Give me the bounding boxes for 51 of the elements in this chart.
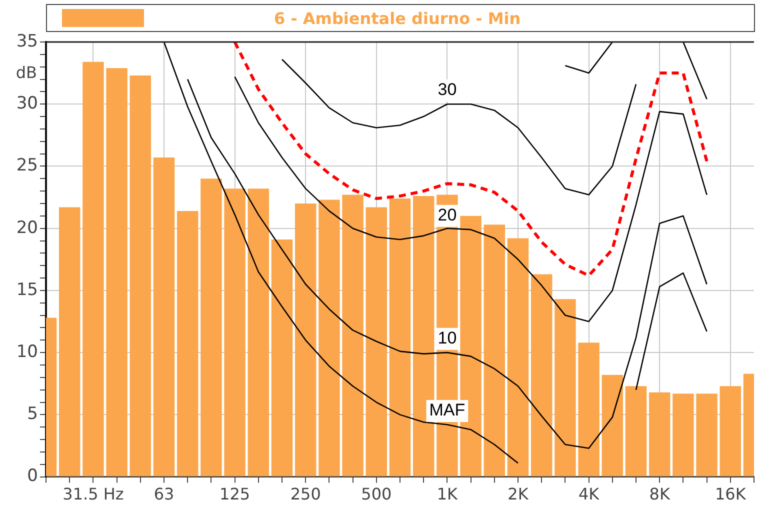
y-tick-label: 20: [16, 218, 38, 238]
bar: [554, 299, 576, 476]
bar: [271, 240, 293, 476]
bar: [672, 394, 694, 476]
annotation: 10: [438, 328, 457, 348]
annotation: MAF: [429, 400, 466, 420]
y-tick-label: 10: [16, 342, 38, 362]
bar: [248, 188, 270, 476]
y-tick-label: 5: [27, 404, 38, 424]
bar: [130, 76, 152, 476]
x-tick-label: 8K: [649, 484, 670, 504]
bar: [224, 188, 246, 476]
x-tick-label: 31.5 Hz: [62, 484, 124, 504]
x-tick-label: 63: [154, 484, 174, 504]
x-tick-label: 1K: [436, 484, 458, 504]
bar: [366, 207, 388, 476]
annotation: 20: [438, 206, 457, 225]
bar: [153, 158, 175, 476]
y-axis-title: dB: [16, 63, 37, 82]
x-tick-label: 500: [361, 484, 392, 504]
x-tick-label: 2K: [508, 484, 529, 504]
bar: [507, 238, 529, 476]
line-series: [233, 42, 708, 278]
y-tick-label: 15: [16, 280, 38, 300]
y-tick-label: 25: [16, 156, 38, 176]
legend-frame: 6 - Ambientale diurno - Min: [46, 4, 755, 32]
bar: [602, 374, 624, 476]
y-tick-label: 30: [16, 94, 38, 114]
bar: [720, 386, 742, 476]
bar: [82, 62, 104, 476]
bar: [294, 203, 316, 476]
bar: [342, 194, 364, 476]
annotation: 30: [438, 80, 457, 100]
bar: [484, 224, 506, 476]
bar: [58, 207, 80, 476]
bar: [318, 200, 340, 476]
y-tick-label: 35: [16, 31, 38, 52]
x-tick-label: 250: [290, 484, 321, 504]
bar: [696, 394, 718, 476]
bar: [106, 68, 128, 476]
x-tick-label: 16K: [714, 484, 746, 504]
bar: [530, 274, 552, 476]
bar: [176, 210, 198, 476]
y-tick-label: 0: [27, 466, 38, 486]
bar: [578, 342, 600, 476]
bar: [389, 198, 411, 476]
bar: [200, 178, 222, 476]
bar: [625, 386, 647, 476]
x-tick-label: 4K: [578, 484, 600, 504]
x-tick-label: 125: [220, 484, 250, 504]
bar: [648, 392, 670, 476]
